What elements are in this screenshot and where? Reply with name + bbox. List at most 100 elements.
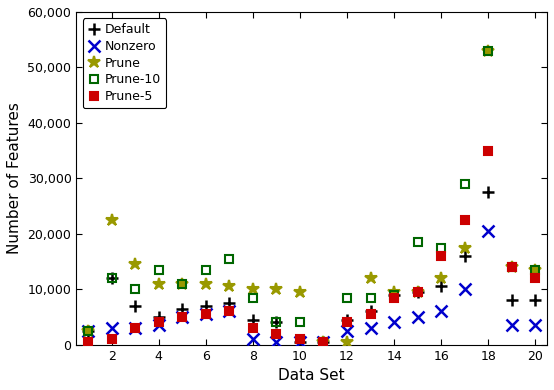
Prune-5 bbox=[179, 315, 186, 319]
Default bbox=[509, 298, 515, 303]
Prune-10 bbox=[226, 256, 233, 261]
Prune bbox=[179, 281, 186, 286]
Prune-10 bbox=[296, 320, 303, 325]
Prune bbox=[273, 287, 280, 292]
Nonzero bbox=[249, 337, 256, 341]
Prune bbox=[296, 290, 303, 294]
Prune-5 bbox=[85, 340, 91, 344]
Prune bbox=[532, 268, 538, 272]
Prune-5 bbox=[202, 312, 209, 316]
Prune-5 bbox=[438, 254, 444, 258]
Prune bbox=[156, 281, 162, 286]
Default bbox=[156, 315, 162, 319]
Default bbox=[391, 292, 397, 297]
Default bbox=[343, 317, 350, 322]
Prune bbox=[343, 340, 350, 344]
Nonzero bbox=[296, 340, 303, 344]
Prune-10 bbox=[461, 181, 468, 186]
Default bbox=[532, 298, 538, 303]
Default bbox=[414, 290, 421, 294]
Prune-5 bbox=[367, 312, 374, 316]
Prune-10 bbox=[367, 295, 374, 300]
Nonzero bbox=[132, 326, 138, 330]
Default bbox=[132, 303, 138, 308]
Prune bbox=[85, 328, 91, 333]
Prune bbox=[485, 48, 491, 53]
Prune-5 bbox=[273, 331, 280, 336]
Prune-5 bbox=[320, 340, 327, 344]
Prune-10 bbox=[202, 268, 209, 272]
Default bbox=[249, 317, 256, 322]
Nonzero bbox=[179, 315, 186, 319]
Line: Default: Default bbox=[82, 186, 542, 348]
Default bbox=[461, 254, 468, 258]
Prune-10 bbox=[414, 240, 421, 245]
Prune-5 bbox=[132, 326, 138, 330]
Prune bbox=[509, 265, 515, 269]
Nonzero bbox=[320, 340, 327, 344]
Default bbox=[179, 306, 186, 311]
Prune-10 bbox=[249, 295, 256, 300]
Prune-5 bbox=[249, 326, 256, 330]
Nonzero bbox=[109, 326, 115, 330]
Prune bbox=[226, 284, 233, 289]
Prune-10 bbox=[85, 328, 91, 333]
Y-axis label: Number of Features: Number of Features bbox=[7, 102, 22, 254]
Nonzero bbox=[202, 312, 209, 316]
Prune bbox=[367, 276, 374, 280]
Prune-5 bbox=[414, 290, 421, 294]
Line: Prune-5: Prune-5 bbox=[84, 146, 540, 346]
Line: Prune-10: Prune-10 bbox=[84, 46, 540, 346]
Prune-5 bbox=[156, 320, 162, 325]
Default bbox=[296, 340, 303, 344]
Prune-5 bbox=[226, 309, 233, 314]
Prune-10 bbox=[109, 276, 115, 280]
Default bbox=[202, 303, 209, 308]
Prune bbox=[461, 245, 468, 250]
Nonzero bbox=[343, 328, 350, 333]
Legend: Default, Nonzero, Prune, Prune-10, Prune-5: Default, Nonzero, Prune, Prune-10, Prune… bbox=[83, 18, 166, 108]
Default bbox=[367, 309, 374, 314]
Prune bbox=[109, 218, 115, 222]
Prune bbox=[132, 262, 138, 267]
Prune-10 bbox=[532, 268, 538, 272]
Prune bbox=[414, 290, 421, 294]
Prune-5 bbox=[461, 218, 468, 222]
Prune-5 bbox=[485, 148, 491, 153]
Default bbox=[109, 276, 115, 280]
Nonzero bbox=[391, 320, 397, 325]
Nonzero bbox=[414, 315, 421, 319]
Default bbox=[320, 340, 327, 344]
Nonzero bbox=[273, 340, 280, 344]
Prune-10 bbox=[485, 48, 491, 53]
X-axis label: Data Set: Data Set bbox=[279, 368, 345, 383]
Prune bbox=[438, 276, 444, 280]
Nonzero bbox=[485, 229, 491, 233]
Nonzero bbox=[461, 287, 468, 292]
Nonzero bbox=[226, 309, 233, 314]
Prune-10 bbox=[273, 320, 280, 325]
Prune-10 bbox=[391, 292, 397, 297]
Prune bbox=[320, 340, 327, 344]
Prune-10 bbox=[438, 245, 444, 250]
Prune-5 bbox=[296, 337, 303, 341]
Nonzero bbox=[438, 309, 444, 314]
Prune-5 bbox=[532, 276, 538, 280]
Prune-10 bbox=[343, 295, 350, 300]
Prune-10 bbox=[320, 340, 327, 344]
Prune bbox=[249, 287, 256, 292]
Nonzero bbox=[156, 323, 162, 328]
Nonzero bbox=[85, 328, 91, 333]
Prune bbox=[202, 281, 209, 286]
Line: Nonzero: Nonzero bbox=[83, 225, 541, 347]
Prune-5 bbox=[343, 320, 350, 325]
Prune-5 bbox=[509, 265, 515, 269]
Default bbox=[226, 301, 233, 305]
Prune-5 bbox=[109, 337, 115, 341]
Default bbox=[485, 190, 491, 195]
Prune bbox=[391, 290, 397, 294]
Nonzero bbox=[532, 323, 538, 328]
Default bbox=[438, 284, 444, 289]
Nonzero bbox=[367, 326, 374, 330]
Prune-10 bbox=[132, 287, 138, 292]
